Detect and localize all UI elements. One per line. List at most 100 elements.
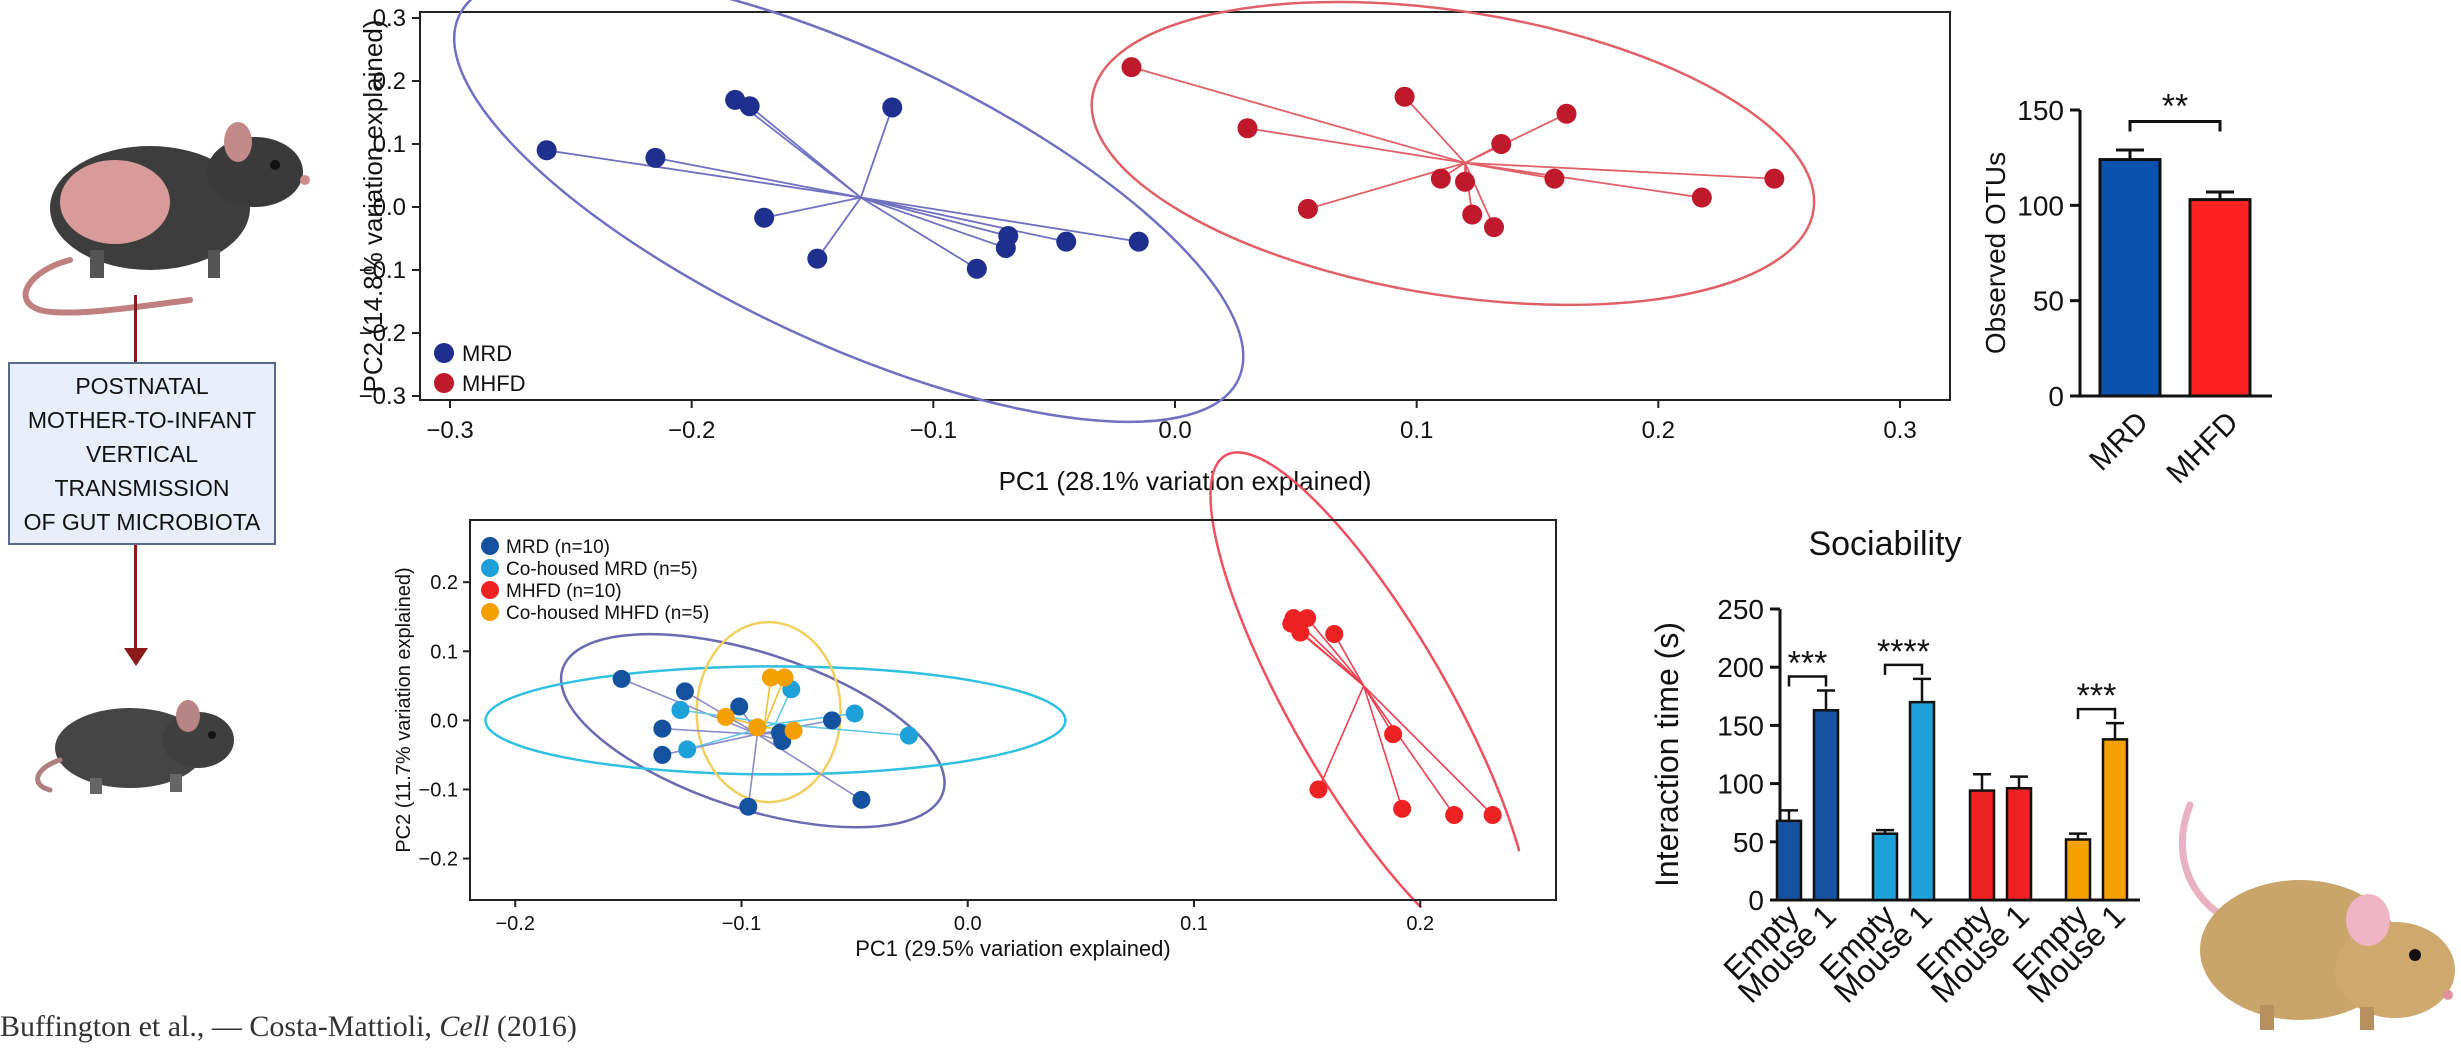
pup-mouse-illustration — [35, 700, 234, 794]
y-tick-label: 50 — [2033, 286, 2064, 317]
significance-bracket — [2128, 119, 2222, 132]
legend-label: Co-housed MRD (n=5) — [506, 559, 698, 580]
significance-label: *** — [2077, 677, 2117, 715]
data-point — [761, 668, 780, 687]
legend-marker — [481, 559, 499, 577]
legend-label: Co-housed MHFD (n=5) — [506, 603, 709, 624]
y-tick-label: −0.2 — [359, 320, 406, 347]
spider-line — [1362, 685, 1403, 810]
y-tick-label: 0.2 — [373, 68, 406, 95]
plot-frame — [469, 519, 1557, 901]
pcoa-bottom-chart: −0.2 −0.2 −0.1 −0.1 0.0 0.0 0.1 0.1 0.2 0.2 PC1 (2… — [393, 451, 1557, 962]
data-point — [1556, 103, 1577, 124]
y-tick-label: 100 — [1717, 769, 1764, 800]
data-point — [1484, 217, 1504, 238]
data-point — [1394, 86, 1415, 107]
y-tick-label: −0.1 — [419, 779, 458, 801]
data-point — [1445, 806, 1464, 825]
significance-bracket — [1787, 675, 1828, 687]
mrd-ellipse — [452, 0, 1245, 424]
citation-authors: Buffington et al., — [0, 1010, 205, 1043]
bar — [2064, 838, 2092, 902]
adult-mouse-illustration — [22, 122, 310, 316]
y-tick-label: 0.1 — [373, 131, 406, 158]
x-tick-label: MHFD — [2160, 406, 2245, 491]
data-point — [675, 682, 694, 701]
data-point — [1430, 168, 1451, 189]
x-axis-label: PC1 (29.5% variation explained) — [855, 936, 1171, 961]
pcoa-top-chart: −0.3 −0.3 −0.2 −0.2 −0.1 −0.1 0.0 0.0 0.1 0.1 0.2 0… — [358, 0, 1951, 496]
data-point — [1325, 625, 1344, 643]
y-tick-label: −0.3 — [359, 383, 406, 410]
data-point — [1691, 187, 1712, 208]
data-point — [1764, 168, 1785, 189]
citation-year: (2016) — [496, 1010, 577, 1043]
significance-bracket — [1883, 663, 1924, 675]
data-point — [671, 701, 690, 719]
sociability-bar-chart: Sociability 0 50 100 150 200 250 Interaction ti… — [1649, 525, 2140, 1010]
data-point — [784, 721, 803, 740]
bar — [1812, 709, 1840, 902]
legend-marker — [481, 581, 499, 599]
data-point — [653, 719, 672, 738]
y-tick-label: −0.1 — [359, 257, 406, 284]
y-tick-label: 0.1 — [430, 641, 458, 663]
bar — [1775, 819, 1803, 902]
data-point — [775, 668, 794, 687]
spider-line — [1247, 127, 1466, 164]
spider-line — [860, 196, 978, 270]
spider-line — [747, 734, 759, 807]
y-tick-label: 100 — [2017, 190, 2064, 221]
data-point — [1393, 799, 1412, 818]
spider-line — [1299, 632, 1365, 687]
data-point — [1309, 780, 1328, 799]
citation-journal: Cell — [439, 1010, 490, 1043]
x-tick-label: 0.2 — [1642, 417, 1675, 444]
cohoused-mouse-illustration — [2178, 801, 2455, 1030]
x-tick-label: −0.2 — [668, 417, 715, 444]
y-tick-label: 0.0 — [373, 194, 406, 221]
data-point — [1237, 118, 1258, 139]
data-point — [1121, 57, 1142, 78]
data-point — [748, 718, 767, 737]
spider-line — [1333, 633, 1365, 687]
spider-line — [1363, 685, 1455, 816]
data-point — [998, 225, 1019, 246]
data-point — [1455, 171, 1475, 192]
data-point — [1483, 806, 1502, 825]
spider-line — [1317, 685, 1365, 790]
data-point — [1491, 134, 1512, 154]
spider-line — [763, 196, 862, 219]
spider-line — [860, 196, 1007, 249]
data-point — [739, 797, 758, 816]
y-tick-label: 50 — [1733, 827, 1764, 858]
y-axis-label: Interaction time (s) — [1649, 622, 1685, 887]
spider-line — [859, 107, 894, 198]
x-tick-label: 0.1 — [1180, 913, 1208, 935]
spider-line — [860, 196, 1009, 237]
data-point — [739, 96, 760, 117]
caption-line: TRANSMISSION — [54, 474, 230, 501]
legend-marker — [481, 537, 499, 555]
significance-label: *** — [1788, 645, 1828, 683]
y-tick-label: 0.2 — [430, 572, 458, 594]
spider-line — [860, 196, 1139, 243]
transmission-caption: POSTNATAL MOTHER-TO-INFANT VERTICAL TRAN… — [8, 362, 276, 545]
data-point — [1298, 609, 1317, 628]
data-point — [1297, 198, 1318, 219]
spider-line — [1464, 162, 1775, 180]
spider-line — [1464, 112, 1567, 164]
legend-marker — [434, 343, 454, 363]
bar — [1908, 700, 1936, 902]
significance-bracket — [2076, 707, 2117, 720]
plot-frame — [419, 11, 1951, 401]
legend-label: MHFD (n=10) — [506, 581, 622, 602]
x-axis-label: PC1 (28.1% variation explained) — [999, 466, 1372, 496]
citation-separator: — — [211, 1010, 242, 1043]
x-tick-label: 0.0 — [1158, 417, 1191, 444]
x-tick-label: 0.1 — [1400, 417, 1433, 444]
data-point — [845, 704, 864, 723]
bar — [2188, 198, 2252, 398]
data-point — [612, 669, 631, 688]
